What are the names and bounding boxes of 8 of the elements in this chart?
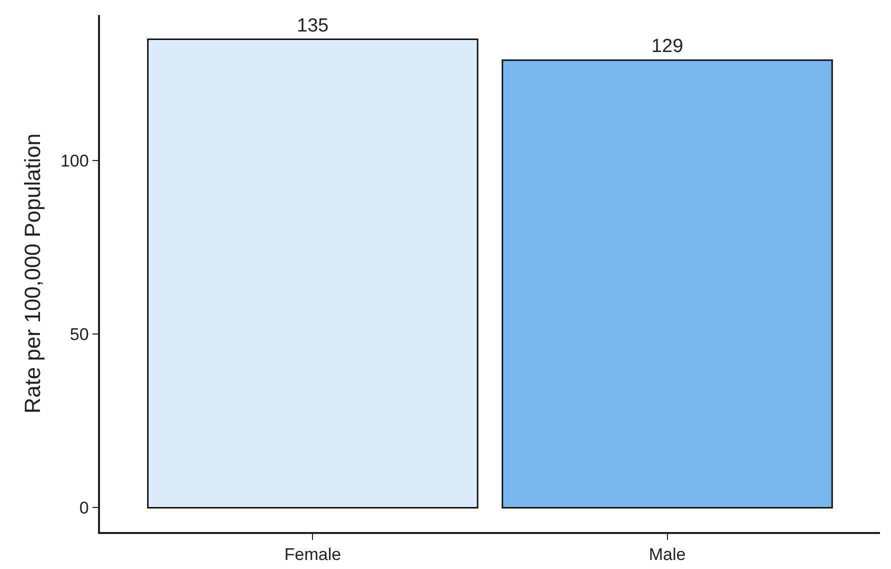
y-tick-label: 100 bbox=[60, 152, 89, 171]
data-label: 135 bbox=[296, 15, 329, 36]
x-tick-label: Male bbox=[648, 545, 686, 564]
x-tick-label: Female bbox=[284, 545, 342, 564]
y-tick-label: 50 bbox=[70, 325, 89, 344]
y-axis-title: Rate per 100,000 Population bbox=[20, 133, 45, 414]
data-label: 129 bbox=[651, 36, 684, 58]
y-tick-label: 0 bbox=[79, 498, 89, 518]
